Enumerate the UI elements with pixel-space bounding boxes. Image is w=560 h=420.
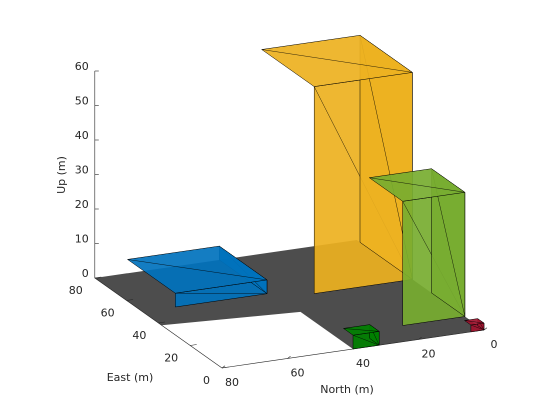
box-edge [470,324,485,331]
box-edge [464,320,485,324]
y-tick-label: 80 [69,284,83,297]
x-tick-label: 80 [225,376,239,389]
y-tick-label: 60 [101,307,115,320]
y-tick-label: 40 [132,329,146,342]
z-tick-label: 20 [75,198,89,211]
x-tick [221,365,226,369]
x-tick [483,327,488,331]
x-tick [287,356,291,359]
box-edge [261,49,413,73]
z-tick-label: 50 [75,95,89,108]
y-tick [126,299,134,301]
z-tick-label: 0 [82,267,89,280]
y-tick-label: 0 [203,374,210,387]
y-tick [190,344,197,346]
z-tick-label: 40 [75,129,89,142]
y-axis-label: East (m) [107,371,154,384]
y-tick [221,366,229,369]
x-tick-label: 40 [356,357,370,370]
x-tick-label: 60 [291,367,305,380]
x-axis-label: North (m) [320,383,374,396]
z-tick-label: 10 [75,233,89,246]
z-tick-label: 30 [75,164,89,177]
x-tick-label: 0 [491,338,498,351]
y-tick [158,321,165,324]
box-edge [127,259,267,281]
z-tick-label: 60 [75,60,89,73]
z-axis-label: Up (m) [55,156,68,194]
box-edge [343,328,380,332]
y-tick [94,276,102,279]
box-edge [175,293,267,294]
x-tick [418,337,422,340]
box-edge [352,335,380,346]
y-tick-label: 20 [164,352,178,365]
box-edge [369,177,465,193]
x-tick-label: 20 [422,348,436,361]
